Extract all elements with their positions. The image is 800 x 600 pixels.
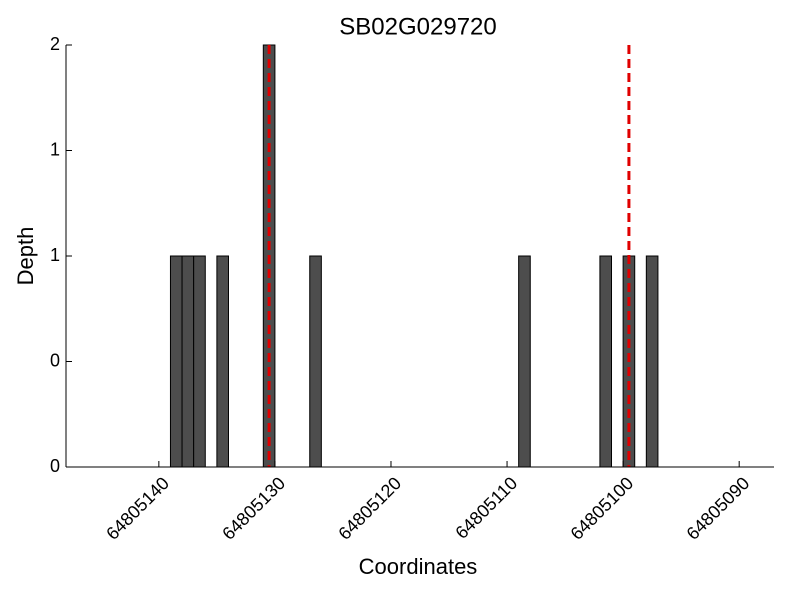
chart-title: SB02G029720 bbox=[339, 13, 496, 40]
y-tick-label: 0 bbox=[50, 350, 60, 370]
bar bbox=[599, 255, 613, 468]
y-tick-label: 1 bbox=[50, 245, 60, 265]
x-tick-label: 64805140 bbox=[102, 473, 173, 544]
y-axis-label: Depth bbox=[13, 227, 38, 286]
x-tick-label: 64805110 bbox=[451, 473, 521, 543]
y-tick-label: 2 bbox=[50, 34, 60, 54]
x-axis-label: Coordinates bbox=[359, 554, 478, 579]
bar bbox=[216, 255, 229, 468]
bar bbox=[193, 255, 206, 468]
x-tick-label: 64805090 bbox=[683, 473, 754, 544]
bar bbox=[169, 255, 183, 468]
bar bbox=[181, 255, 195, 468]
y-tick-label: 0 bbox=[50, 456, 60, 476]
x-tick-label: 64805120 bbox=[334, 473, 405, 544]
bar bbox=[518, 255, 531, 468]
bar bbox=[309, 255, 322, 468]
bar bbox=[645, 255, 659, 468]
x-tick-label: 64805100 bbox=[567, 473, 638, 544]
x-tick-label: 64805130 bbox=[218, 473, 289, 544]
y-tick-label: 1 bbox=[50, 139, 60, 159]
